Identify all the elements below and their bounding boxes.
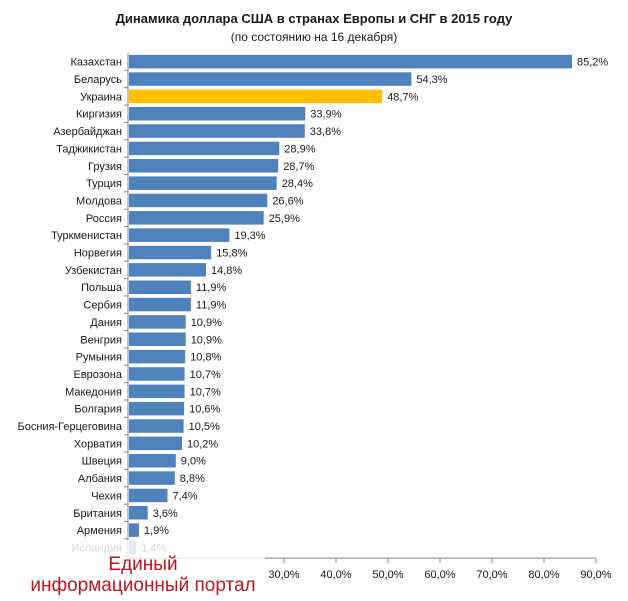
value-label: 7,4% <box>173 490 198 502</box>
category-label: Еврозона <box>73 369 122 381</box>
chart-title: Динамика доллара США в странах Европы и … <box>115 11 513 26</box>
category-label: Армения <box>77 525 122 537</box>
value-label: 33,8% <box>310 126 341 138</box>
watermark-line-1: Единый <box>108 554 178 575</box>
category-label: Молдова <box>76 196 123 208</box>
category-label: Польша <box>81 282 123 294</box>
bar-10 <box>129 211 264 225</box>
category-label: Хорватия <box>74 438 122 450</box>
value-label: 1,9% <box>144 525 169 537</box>
bar-22 <box>129 419 184 433</box>
bar-4 <box>129 107 306 121</box>
category-label: Украина <box>80 91 123 103</box>
bar-14 <box>129 280 191 294</box>
value-label: 10,6% <box>189 404 220 416</box>
category-label: Грузия <box>88 161 122 173</box>
bar-2 <box>129 72 412 86</box>
value-label: 48,7% <box>387 91 418 103</box>
bar-16 <box>129 315 186 329</box>
bar-21 <box>129 401 185 416</box>
category-label: Таджикистан <box>56 143 122 155</box>
value-label: 10,9% <box>191 317 222 329</box>
value-label: 11,9% <box>196 300 227 312</box>
category-label: Беларусь <box>74 74 122 86</box>
category-label: Македония <box>65 386 122 398</box>
bar-13 <box>129 263 206 277</box>
value-label: 28,4% <box>282 178 313 190</box>
bar-9 <box>129 193 268 208</box>
x-tick-label: 40,0% <box>320 569 351 581</box>
category-label: Казахстан <box>70 57 122 69</box>
value-label: 10,2% <box>187 438 218 450</box>
bar-18 <box>129 349 186 364</box>
bar-1 <box>129 54 572 69</box>
value-label: 25,9% <box>269 213 300 225</box>
category-label: Норвегия <box>74 248 122 260</box>
category-label: Азербайджан <box>53 126 122 138</box>
x-tick-label: 60,0% <box>424 569 455 581</box>
category-label: Киргизия <box>76 109 122 121</box>
x-tick-label: 70,0% <box>476 569 507 581</box>
category-label: Турция <box>86 178 122 190</box>
category-label: Россия <box>86 213 122 225</box>
bar-7 <box>129 159 279 173</box>
value-label: 15,8% <box>216 248 247 260</box>
bar-5 <box>129 124 305 138</box>
value-label: 33,9% <box>310 109 341 121</box>
chart-subtitle: (по состоянию на 16 декабря) <box>230 30 398 44</box>
category-label: Узбекистан <box>65 265 122 277</box>
bar-28 <box>129 523 139 537</box>
bar-23 <box>129 436 182 451</box>
value-label: 10,8% <box>190 352 221 364</box>
x-tick-label: 50,0% <box>372 569 403 581</box>
value-label: 28,7% <box>283 161 314 173</box>
category-label: Дания <box>90 317 122 329</box>
value-label: 85,2% <box>577 57 608 69</box>
watermark-text: Единый информационный портал <box>18 554 268 596</box>
value-label: 10,7% <box>190 369 221 381</box>
value-label: 10,5% <box>189 421 220 433</box>
category-label: Босния-Герцеговина <box>18 421 123 433</box>
value-label: 14,8% <box>211 265 242 277</box>
value-label: 3,6% <box>153 508 178 520</box>
x-tick-label: 80,0% <box>528 569 559 581</box>
value-label: 19,3% <box>234 230 265 242</box>
bar-27 <box>129 506 148 520</box>
category-label: Румыния <box>76 352 122 364</box>
value-label: 54,3% <box>416 74 447 86</box>
bar-19 <box>129 367 185 381</box>
value-label: 10,7% <box>190 386 221 398</box>
bar-26 <box>129 488 168 503</box>
category-label: Албания <box>78 473 122 485</box>
category-label: Венгрия <box>80 334 122 346</box>
bar-11 <box>129 228 230 242</box>
x-tick-label: 90,0% <box>580 569 611 581</box>
category-label: Швеция <box>82 456 122 468</box>
category-label: Болгария <box>74 404 122 416</box>
value-label: 8,8% <box>180 473 205 485</box>
bar-6 <box>129 141 280 156</box>
bar-20 <box>129 384 185 399</box>
category-label: Туркменистан <box>51 230 122 242</box>
watermark-backdrop <box>0 540 265 601</box>
watermark-line-2: информационный портал <box>30 575 256 596</box>
bar-24 <box>129 454 176 468</box>
category-label: Британия <box>73 508 122 520</box>
value-label: 10,9% <box>191 334 222 346</box>
bar-15 <box>129 297 191 312</box>
category-label: Чехия <box>91 490 122 502</box>
bar-25 <box>129 471 175 485</box>
bar-12 <box>129 245 212 260</box>
value-label: 28,9% <box>284 143 315 155</box>
x-tick-label: 30,0% <box>268 569 299 581</box>
value-label: 9,0% <box>181 456 206 468</box>
bar-17 <box>129 332 186 346</box>
bar-3 <box>129 89 383 104</box>
bar-8 <box>129 176 277 190</box>
value-label: 11,9% <box>196 282 227 294</box>
value-label: 26,6% <box>272 196 303 208</box>
category-label: Сербия <box>83 300 122 312</box>
